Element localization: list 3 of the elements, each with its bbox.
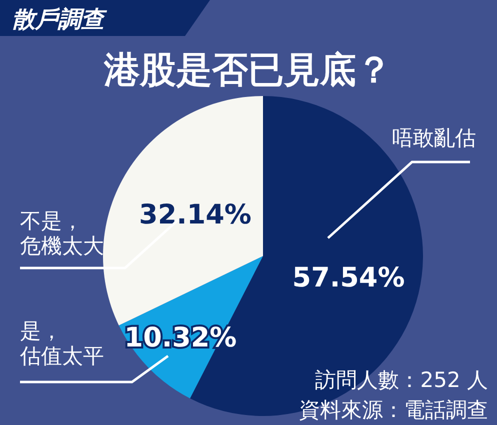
annotation: 訪問人數：252 人 xyxy=(315,368,488,392)
title: 港股是否已見底？ xyxy=(104,49,392,91)
annotation: 資料來源：電話調查 xyxy=(299,398,488,422)
